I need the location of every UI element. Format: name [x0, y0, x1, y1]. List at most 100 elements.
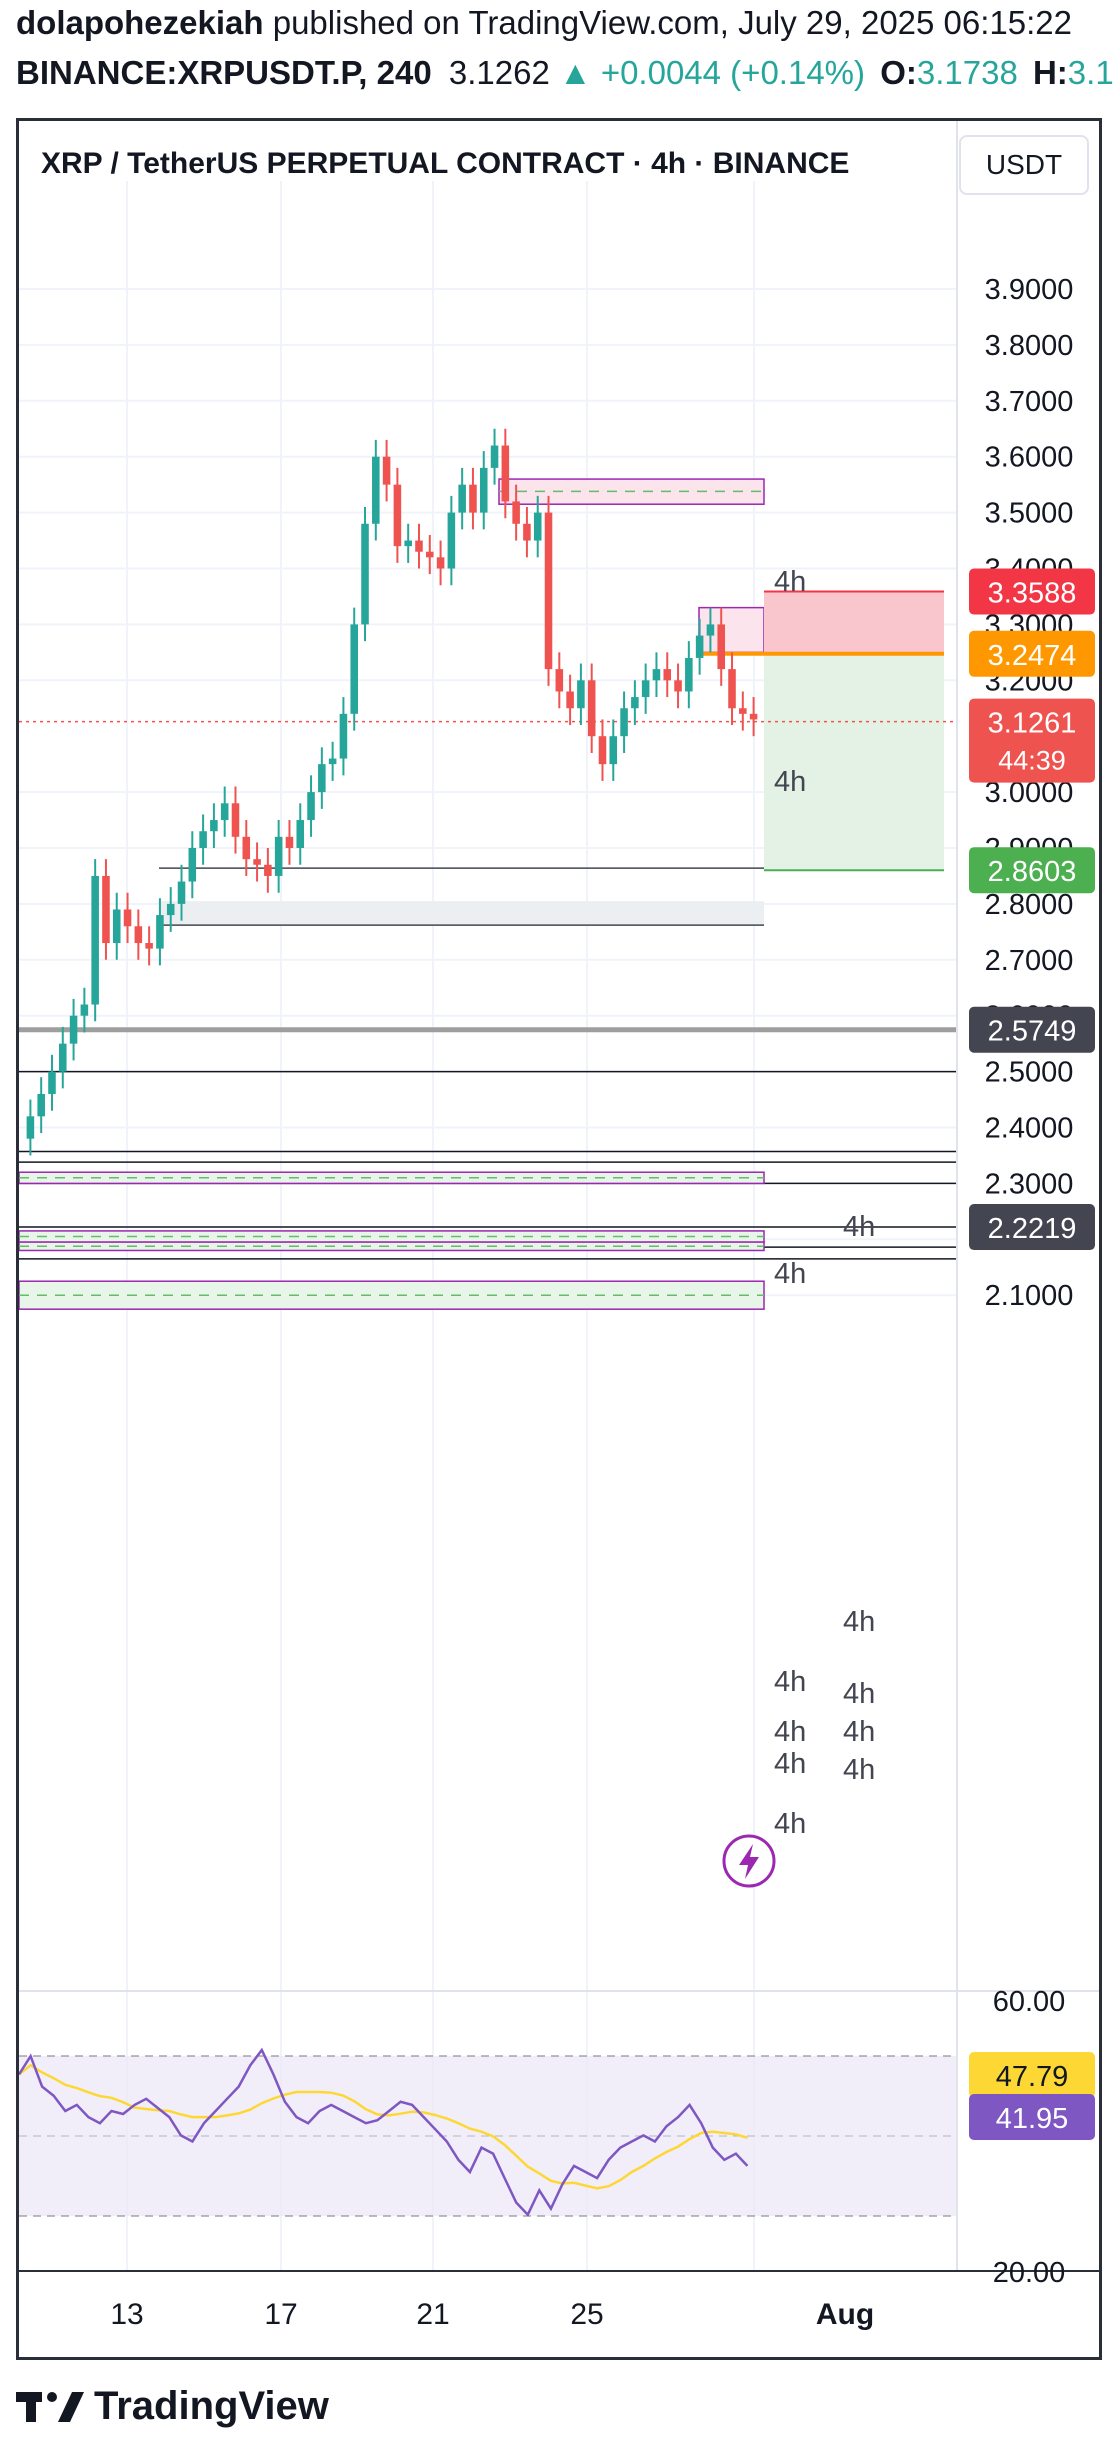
- timeframe-label: 4h: [774, 566, 806, 598]
- candle-up: [609, 736, 618, 765]
- price-badge-label: 3.3588: [988, 578, 1077, 610]
- symbol-line: BINANCE:XRPUSDT.P, 240 3.1262 ▲ +0.0044 …: [16, 54, 1114, 92]
- price-badge-label: 2.5749: [988, 1016, 1077, 1048]
- chart-canvas[interactable]: 3.90003.80003.70003.60003.50003.40003.30…: [19, 121, 1099, 2357]
- candle-down: [285, 836, 294, 848]
- candle-up: [361, 523, 369, 625]
- price-badge: [969, 847, 1095, 894]
- grid-lines: [19, 181, 957, 2271]
- candle-up: [210, 820, 218, 832]
- open-label: O:: [880, 54, 917, 91]
- timeframe-label: 4h: [774, 1716, 806, 1748]
- currency-button[interactable]: USDT: [959, 135, 1089, 195]
- candle-up: [188, 848, 197, 882]
- price-badge-label: 2.8603: [988, 856, 1077, 888]
- price-badge: [969, 698, 1095, 783]
- candle-down: [717, 624, 725, 670]
- rsi-badge: [969, 2052, 1095, 2098]
- candle-up: [372, 456, 380, 524]
- candle-down: [523, 523, 531, 541]
- price-tick-label: 3.7000: [985, 386, 1074, 418]
- candle-up: [26, 1116, 35, 1139]
- candle-up: [328, 758, 337, 765]
- last-price: 3.1262: [448, 54, 550, 91]
- rsi-badge: [969, 2094, 1095, 2140]
- chart-frame[interactable]: 3.90003.80003.70003.60003.50003.40003.30…: [16, 118, 1102, 2360]
- candle-up: [404, 540, 412, 547]
- candle-down: [598, 736, 607, 765]
- time-tick-label: 25: [570, 2298, 603, 2331]
- candle-down: [469, 484, 477, 513]
- zones-layer: [19, 478, 957, 1310]
- timeframe-label: 4h: [774, 1808, 806, 1840]
- candle-up: [631, 697, 639, 709]
- candle-down: [264, 864, 272, 876]
- price-tick-label: 3.9000: [985, 274, 1074, 306]
- candle-down: [102, 875, 110, 944]
- candle-up: [156, 915, 164, 949]
- candle-down: [555, 669, 564, 692]
- price-badge-label: 2.2219: [988, 1213, 1077, 1245]
- price-tick-label: 3.8000: [985, 330, 1074, 362]
- candle-up: [318, 764, 326, 793]
- candle-down: [663, 669, 672, 681]
- time-tick-label: 17: [264, 2298, 297, 2331]
- price-tick-label: 2.1000: [985, 1280, 1074, 1312]
- candle-down: [501, 445, 510, 502]
- candle-down: [749, 713, 758, 720]
- timeframe-label: 4h: [843, 1716, 875, 1748]
- candle-down: [512, 501, 520, 524]
- publish-header: dolapohezekiah published on TradingView.…: [0, 0, 1119, 112]
- up-arrow-icon: ▲: [558, 54, 592, 91]
- time-tick-label: Aug: [816, 2298, 874, 2331]
- chart-title: XRP / TetherUS PERPETUAL CONTRACT · 4h ·…: [41, 147, 850, 180]
- tradingview-logo-icon: [16, 2392, 84, 2422]
- take-profit-zone: [764, 653, 944, 871]
- candle-up: [458, 484, 466, 513]
- candle-down: [242, 836, 251, 860]
- timeframe-label: 4h: [774, 1258, 806, 1290]
- rsi-tick-label: 20.00: [993, 2257, 1066, 2289]
- candle-up: [577, 680, 585, 709]
- candle-up: [695, 635, 704, 658]
- candle-down: [674, 680, 682, 692]
- price-tick-label: 2.5000: [985, 1057, 1074, 1089]
- candle-up: [91, 875, 99, 1005]
- candle-down: [231, 803, 240, 837]
- candle-down: [134, 926, 143, 944]
- candle-down: [587, 680, 596, 737]
- publish-line: dolapohezekiah published on TradingView.…: [16, 4, 1072, 42]
- timeframe-label: 4h: [843, 1678, 875, 1710]
- candle-down: [739, 708, 747, 714]
- candle-up: [112, 909, 121, 944]
- rsi-badge-label: 47.79: [996, 2061, 1069, 2093]
- price-badge-label: 3.1261: [988, 708, 1077, 740]
- candle-down: [382, 456, 391, 485]
- candle-up: [307, 792, 315, 821]
- stop-loss-zone: [764, 591, 944, 654]
- candle-down: [566, 691, 574, 709]
- candle-up: [447, 512, 456, 569]
- author-name[interactable]: dolapohezekiah: [16, 4, 264, 41]
- timeframe-label: 4h: [774, 1666, 806, 1698]
- candle-up: [641, 680, 650, 698]
- lightning-icon-glyph: [739, 1844, 759, 1879]
- timeframe-label: 4h: [843, 1211, 875, 1243]
- rsi-badge-label: 41.95: [996, 2103, 1069, 2135]
- open-value: 3.1738: [916, 54, 1018, 91]
- rsi-tick-label: 60.00: [993, 1986, 1066, 2018]
- candle-down: [123, 909, 132, 927]
- axis-layer: 3.90003.80003.70003.60003.50003.40003.30…: [19, 121, 1099, 2331]
- candle-up: [490, 445, 499, 468]
- candle-up: [350, 624, 358, 714]
- candle-up: [48, 1071, 56, 1094]
- candle-up: [199, 831, 207, 848]
- price-tick-label: 2.3000: [985, 1168, 1074, 1200]
- price-tick-label: 2.7000: [985, 945, 1074, 977]
- candle-down: [393, 484, 402, 547]
- candle-up: [80, 1004, 89, 1016]
- candle-up: [533, 512, 542, 541]
- time-tick-label: 21: [416, 2298, 449, 2331]
- price-tick-label: 3.5000: [985, 498, 1074, 530]
- price-tick-label: 2.8000: [985, 889, 1074, 921]
